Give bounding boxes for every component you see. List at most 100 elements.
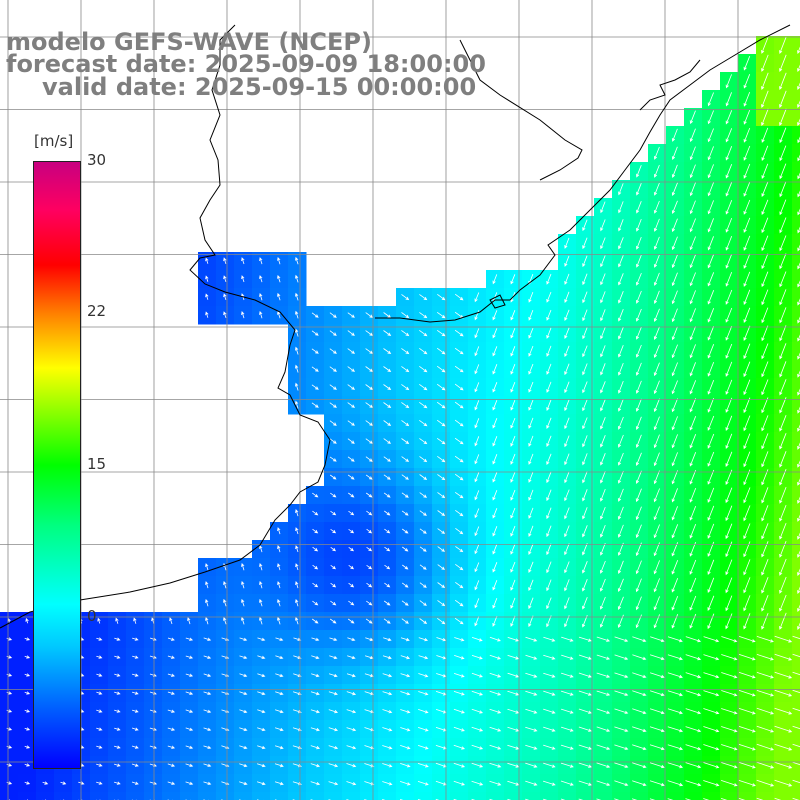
wind-arrow [329, 438, 337, 444]
wind-arrow [761, 217, 769, 234]
wind-arrow [310, 745, 321, 750]
wind-arrow [756, 690, 774, 697]
wind-arrow [418, 709, 429, 714]
wind-arrow [564, 543, 570, 556]
wind-arrow [311, 637, 320, 641]
wind-arrow [383, 618, 391, 624]
wind-arrow [510, 453, 516, 465]
wind-arrow [725, 200, 733, 215]
wind-arrow [239, 691, 248, 695]
wind-arrow [241, 311, 245, 319]
wind-arrow [474, 508, 480, 519]
wind-arrow [492, 310, 498, 321]
wind-arrow [725, 559, 733, 576]
wind-arrow [471, 690, 484, 696]
wind-arrow [241, 616, 245, 625]
wind-arrow [743, 577, 751, 594]
wind-arrow [671, 434, 678, 449]
wind-arrow [259, 598, 263, 607]
wind-arrow [671, 506, 678, 521]
wind-arrow [779, 54, 787, 73]
wind-arrow [401, 294, 410, 301]
wind-arrow [635, 308, 642, 322]
wind-arrow [689, 577, 697, 593]
wind-arrow [24, 727, 31, 731]
wind-arrow [96, 673, 103, 677]
wind-arrow [328, 745, 339, 750]
wind-arrow [689, 452, 697, 467]
wind-arrow [365, 474, 373, 480]
wind-arrow [774, 761, 793, 769]
wind-arrow [779, 576, 787, 594]
wind-arrow [671, 128, 678, 142]
wind-arrow [689, 290, 696, 305]
wind-arrow [689, 182, 696, 197]
wind-arrow [328, 727, 339, 732]
wind-arrow [743, 253, 751, 269]
wind-arrow [618, 398, 624, 412]
wind-arrow [600, 524, 606, 538]
wind-arrow [437, 546, 445, 552]
wind-arrow [738, 654, 756, 661]
wind-arrow [239, 745, 248, 750]
wind-arrow [364, 727, 375, 732]
wind-arrow [348, 510, 355, 516]
wind-arrow [653, 398, 660, 413]
wind-arrow [113, 763, 121, 767]
wind-arrow [632, 654, 647, 660]
wind-arrow [401, 582, 409, 588]
wind-arrow [779, 343, 787, 360]
wind-arrow [310, 709, 320, 714]
wind-arrow [454, 365, 464, 373]
wind-arrow [617, 470, 624, 484]
wind-cell [792, 270, 800, 289]
wind-arrow [347, 637, 356, 641]
wind-arrow [185, 727, 194, 731]
wind-arrow [383, 600, 391, 606]
wind-arrow [721, 636, 738, 643]
wind-arrow [614, 690, 629, 696]
wind-arrow [707, 577, 715, 594]
wind-arrow [239, 637, 248, 641]
wind-arrow [492, 274, 498, 285]
wind-arrow [582, 381, 588, 394]
wind-arrow [96, 637, 103, 641]
wind-cell [792, 162, 800, 181]
wind-arrow [24, 691, 31, 695]
wind-arrow [437, 293, 446, 301]
wind-arrow [366, 546, 373, 552]
wind-arrow [582, 525, 588, 538]
wind-arrow [454, 473, 464, 481]
wind-arrow [653, 560, 660, 575]
wind-arrow [239, 781, 248, 786]
wind-cell [792, 504, 800, 523]
wind-arrow [453, 780, 466, 786]
wind-arrow [185, 691, 194, 695]
wind-arrow [761, 181, 769, 198]
wind-arrow [295, 292, 299, 301]
wind-arrow [743, 505, 751, 522]
wind-arrow [618, 434, 624, 448]
wind-arrow [293, 673, 302, 678]
wind-arrow [564, 399, 570, 412]
wind-arrow [600, 291, 606, 304]
wind-arrow [419, 510, 427, 516]
wind-arrow [689, 505, 697, 521]
wind-cell [792, 360, 800, 379]
wind-arrow [528, 453, 534, 465]
wind-arrow [582, 417, 588, 430]
wind-arrow [256, 763, 266, 768]
wind-arrow [295, 364, 299, 373]
wind-arrow [617, 578, 624, 593]
wind-arrow [725, 433, 733, 450]
wind-cell [792, 648, 800, 667]
wind-arrow [384, 528, 391, 534]
wind-arrow [131, 763, 139, 767]
wind-arrow [743, 487, 751, 504]
wind-arrow [510, 417, 516, 429]
wind-arrow [743, 56, 751, 71]
wind-arrow [347, 438, 355, 444]
wind-arrow [330, 600, 337, 606]
wind-arrow [649, 780, 665, 787]
wind-arrow [667, 798, 674, 800]
